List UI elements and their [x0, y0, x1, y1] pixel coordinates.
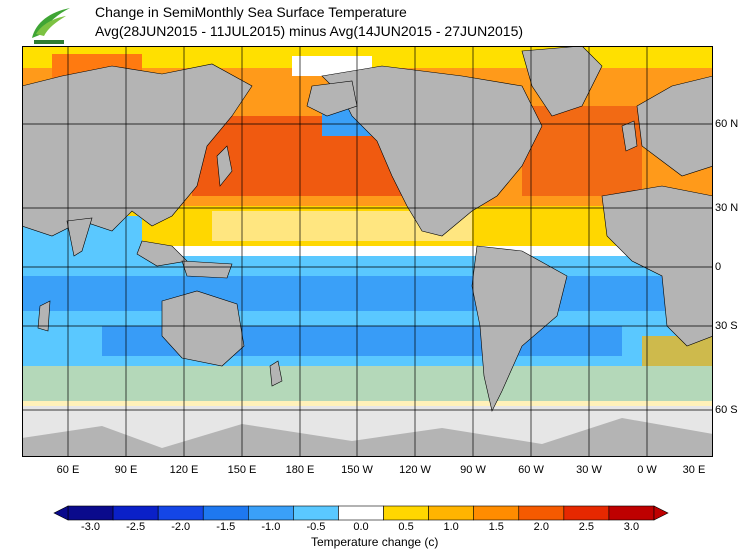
colorbar-cell [67, 505, 114, 521]
lon-label-180e: 180 E [285, 464, 315, 476]
lon-label-30e: 30 E [682, 464, 706, 476]
lon-label-120e: 120 E [169, 464, 199, 476]
colorbar-cell [293, 505, 339, 521]
lat-label-30n: 30 N [715, 202, 739, 214]
agency-logo [26, 4, 74, 46]
land-masses [22, 46, 713, 412]
colorbar-tick-label: 1.5 [488, 521, 504, 533]
lon-label-0w: 0 W [637, 464, 657, 476]
lat-label-60s: 60 S [715, 404, 738, 416]
colorbar-low-arrow [53, 505, 69, 521]
colorbar-tick-label: 0.0 [353, 521, 369, 533]
colorbar-cell [428, 505, 474, 521]
colorbar-tick-label: -0.5 [306, 521, 326, 533]
lon-label-90w: 90 W [460, 464, 486, 476]
lon-label-60e: 60 E [56, 464, 80, 476]
colorbar-tick-label: 2.0 [533, 521, 549, 533]
lon-label-90e: 90 E [114, 464, 138, 476]
colorbar-cell [248, 505, 294, 521]
colorbar-cell [383, 505, 429, 521]
colorbar-tick-label: -2.0 [171, 521, 191, 533]
map-subtitle: Avg(28JUN2015 - 11JUL2015) minus Avg(14J… [95, 23, 524, 39]
colorbar-cell [157, 505, 204, 521]
lon-label-120w: 120 W [399, 464, 431, 476]
lat-label-30s: 30 S [715, 320, 738, 332]
colorbar-high-arrow [653, 505, 669, 521]
colorbar-cell [338, 505, 384, 521]
sst-change-map [22, 46, 713, 457]
colorbar-cell [563, 505, 610, 521]
lat-label-0: 0 [715, 261, 722, 273]
colorbar-tick-label: 0.5 [398, 521, 414, 533]
colorbar-cell [202, 505, 249, 521]
colorbar-tick-label: -1.0 [261, 521, 281, 533]
colorbar-title: Temperature change (c) [311, 535, 439, 549]
lon-label-150e: 150 E [227, 464, 257, 476]
colorbar-cell [608, 505, 655, 521]
colorbar-tick-label: 2.5 [578, 521, 595, 533]
colorbar-tick-label: 1.0 [443, 521, 459, 533]
colorbar-cell [112, 505, 159, 521]
colorbar-tick-label: -3.0 [81, 521, 101, 533]
colorbar-tick-label: 3.0 [623, 521, 640, 533]
lon-label-60w: 60 W [518, 464, 544, 476]
colorbar-cell [518, 505, 565, 521]
map-title: Change in SemiMonthly Sea Surface Temper… [95, 4, 407, 20]
colorbar-tick-label: -2.5 [126, 521, 146, 533]
colorbar-tick-label: -1.5 [216, 521, 236, 533]
lon-label-150w: 150 W [341, 464, 373, 476]
lon-label-30w: 30 W [576, 464, 602, 476]
colorbar-cell [473, 505, 520, 521]
graticule [22, 46, 713, 457]
lat-label-60n: 60 N [715, 118, 739, 130]
